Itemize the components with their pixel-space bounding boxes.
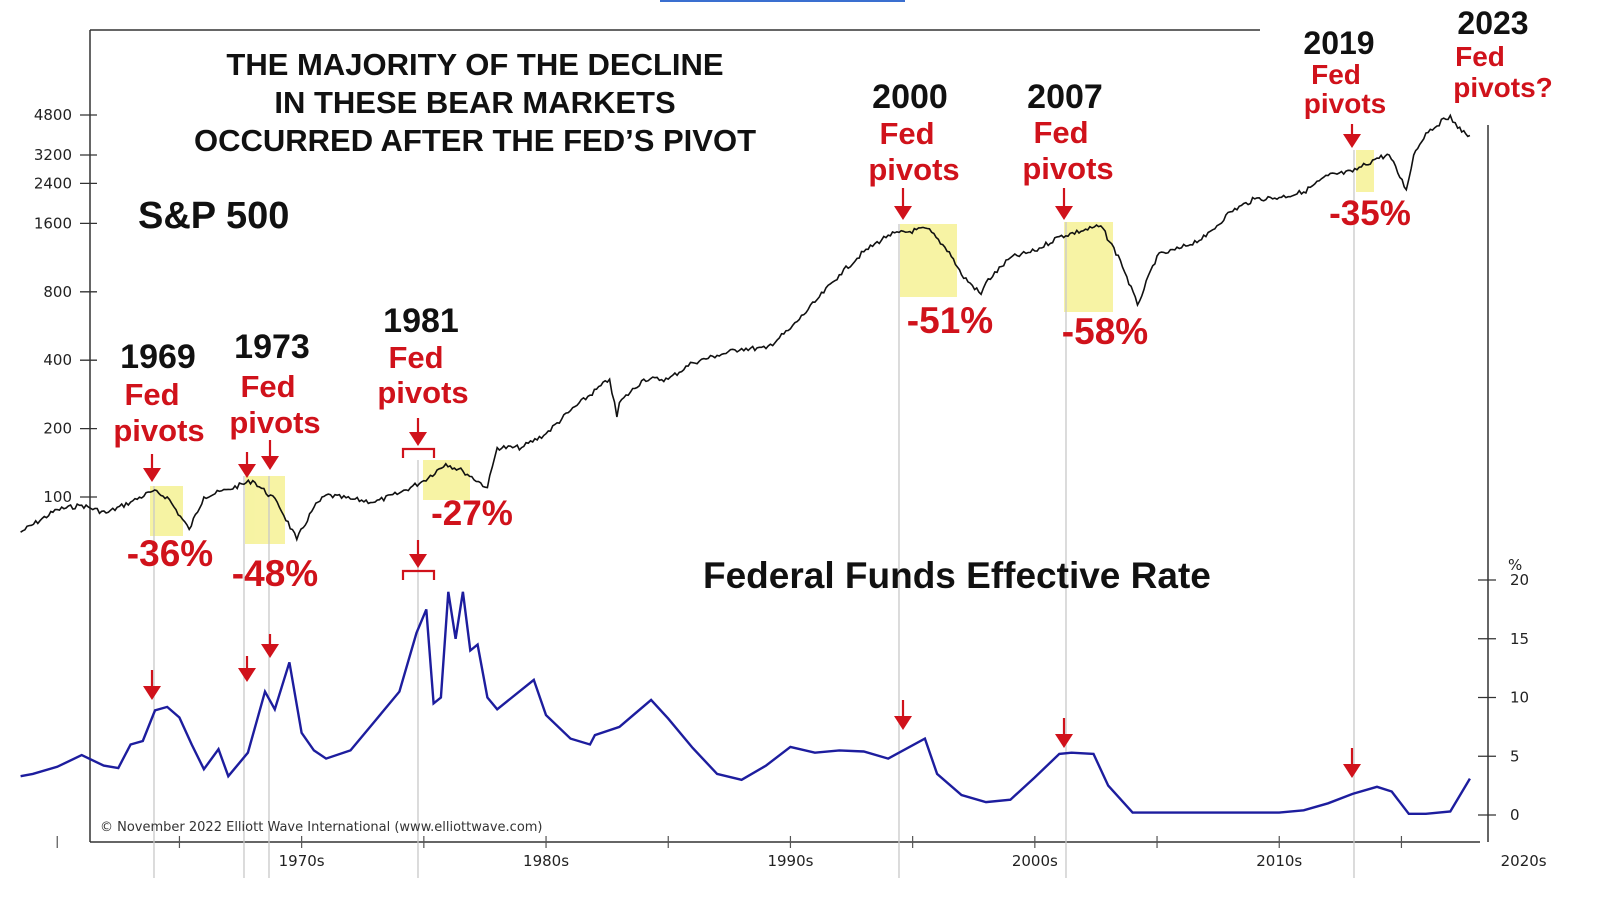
highlight-2019 bbox=[1356, 150, 1374, 192]
pivot-line2: pivots bbox=[113, 413, 204, 448]
sp500-y-tick-label: 800 bbox=[43, 283, 72, 301]
pivot-arrow-head bbox=[894, 206, 912, 220]
pivot-decline: -51% bbox=[907, 300, 993, 341]
pivot-year: 2007 bbox=[1027, 78, 1103, 116]
pivot-arrow-head bbox=[143, 468, 161, 482]
pivot-2019: 2019 Fed pivots -35% bbox=[1303, 25, 1410, 233]
highlight-2000 bbox=[900, 224, 957, 297]
pivot-1973: 1973 Fed pivots -48% bbox=[229, 328, 320, 594]
pivot-arrow-head bbox=[1343, 764, 1361, 778]
pivot-year: 1981 bbox=[383, 302, 459, 340]
highlight-1981 bbox=[423, 460, 470, 500]
pivot-decline: -36% bbox=[127, 533, 213, 574]
fed-funds-label: Federal Funds Effective Rate bbox=[703, 555, 1211, 596]
highlight-1969 bbox=[150, 486, 183, 536]
highlight-2007 bbox=[1064, 222, 1113, 312]
sp500-y-tick-label: 100 bbox=[43, 488, 72, 506]
title-line-3: OCCURRED AFTER THE FED’S PIVOT bbox=[194, 123, 756, 158]
pivot-year: 1969 bbox=[120, 338, 196, 376]
sp500-y-tick-label: 3200 bbox=[34, 146, 72, 164]
fed-funds-y-tick-label: 10 bbox=[1510, 689, 1529, 707]
pivot-decline: -35% bbox=[1329, 194, 1411, 233]
pivot-bracket bbox=[401, 447, 436, 458]
pivot-arrow-head bbox=[1343, 134, 1361, 148]
sp500-y-tick-label: 200 bbox=[43, 420, 72, 438]
fed-funds-line bbox=[20, 591, 1471, 815]
fed-funds-y-axis: 0 5 10 15 20 bbox=[1478, 571, 1529, 824]
pivot-line2: pivots bbox=[377, 375, 468, 410]
pivot-arrow-head bbox=[1055, 734, 1073, 748]
sp500-y-tick-label: 400 bbox=[43, 351, 72, 369]
sp500-label: S&P 500 bbox=[138, 195, 289, 237]
title-line-2: IN THESE BEAR MARKETS bbox=[274, 85, 675, 120]
pivot-decline: -48% bbox=[232, 553, 318, 594]
copyright-notice: © November 2022 Elliott Wave Internation… bbox=[100, 820, 543, 835]
pivot-year: 2023 bbox=[1457, 5, 1528, 41]
pivot-line1: Fed bbox=[240, 369, 295, 404]
pivot-1981: 1981 Fed pivots -27% bbox=[377, 302, 513, 533]
pivot-year: 2019 bbox=[1303, 25, 1374, 61]
pivot-arrow-head bbox=[261, 644, 279, 658]
chart-frame bbox=[89, 29, 1489, 843]
pivot-year: 2000 bbox=[872, 78, 948, 116]
sp500-y-tick-label: 2400 bbox=[34, 174, 72, 192]
fed-funds-unit-label: % bbox=[1508, 556, 1522, 574]
pivot-line1: Fed bbox=[388, 340, 443, 375]
x-tick-label: 1990s bbox=[767, 852, 813, 870]
sp500-y-tick-label: 4800 bbox=[34, 106, 72, 124]
pivot-line1: Fed bbox=[1033, 115, 1088, 150]
pivot-guide-lines bbox=[153, 150, 1355, 878]
pivot-line1: Fed bbox=[1455, 41, 1505, 72]
highlight-1973 bbox=[245, 476, 285, 544]
title-line-1: THE MAJORITY OF THE DECLINE bbox=[226, 47, 723, 82]
x-tick-label: 2010s bbox=[1256, 852, 1302, 870]
pivot-arrow-head bbox=[409, 554, 427, 568]
x-tick-label: 2020s bbox=[1501, 852, 1547, 870]
pivot-line2: pivots bbox=[229, 405, 320, 440]
pivot-line1: Fed bbox=[879, 116, 934, 151]
pivot-bracket bbox=[401, 569, 436, 580]
pivot-arrows bbox=[143, 124, 1361, 778]
fed-funds-y-tick-label: 0 bbox=[1510, 806, 1520, 824]
pivot-arrow-head bbox=[238, 464, 256, 478]
pivot-year: 1973 bbox=[234, 328, 310, 366]
pivot-arrow-head bbox=[143, 686, 161, 700]
pivot-arrow-head bbox=[238, 668, 256, 682]
chart-title: THE MAJORITY OF THE DECLINE IN THESE BEA… bbox=[194, 47, 756, 158]
decline-highlights bbox=[150, 150, 1374, 544]
x-tick-label: 2000s bbox=[1012, 852, 1058, 870]
top-decoration bbox=[660, 0, 905, 2]
pivot-line1: Fed bbox=[124, 377, 179, 412]
pivot-line2: pivots? bbox=[1453, 72, 1553, 103]
fed-funds-y-tick-label: 20 bbox=[1510, 571, 1529, 589]
sp500-y-tick-label: 1600 bbox=[34, 214, 72, 232]
pivot-decline: -27% bbox=[431, 494, 513, 533]
fed-funds-y-tick-label: 5 bbox=[1510, 747, 1520, 765]
pivot-2023: 2023 Fed pivots? bbox=[1453, 5, 1553, 103]
pivot-2007: 2007 Fed pivots -58% bbox=[1022, 78, 1148, 352]
pivot-line2: pivots bbox=[868, 152, 959, 187]
pivot-arrow-head bbox=[261, 456, 279, 470]
sp500-line bbox=[20, 113, 1471, 542]
pivot-arrow-head bbox=[409, 432, 427, 446]
fed-funds-y-tick-label: 15 bbox=[1510, 630, 1529, 648]
pivot-line2: pivots bbox=[1022, 151, 1113, 186]
pivot-decline: -58% bbox=[1062, 311, 1148, 352]
sp500-y-axis: 100 200 400 800 1600 2400 3200 4800 bbox=[34, 106, 97, 506]
pivot-1969: 1969 Fed pivots -36% bbox=[113, 338, 213, 574]
x-tick-label: 1980s bbox=[523, 852, 569, 870]
pivot-2000: 2000 Fed pivots -51% bbox=[868, 78, 993, 341]
x-tick-label: 1970s bbox=[279, 852, 325, 870]
pivot-arrow-head bbox=[1055, 206, 1073, 220]
pivot-arrow-head bbox=[894, 716, 912, 730]
x-axis: 1970s 1980s 1990s 2000s 2010s 2020s bbox=[56, 836, 1547, 870]
pivot-line2: pivots bbox=[1304, 88, 1386, 119]
pivot-line1: Fed bbox=[1311, 59, 1361, 90]
